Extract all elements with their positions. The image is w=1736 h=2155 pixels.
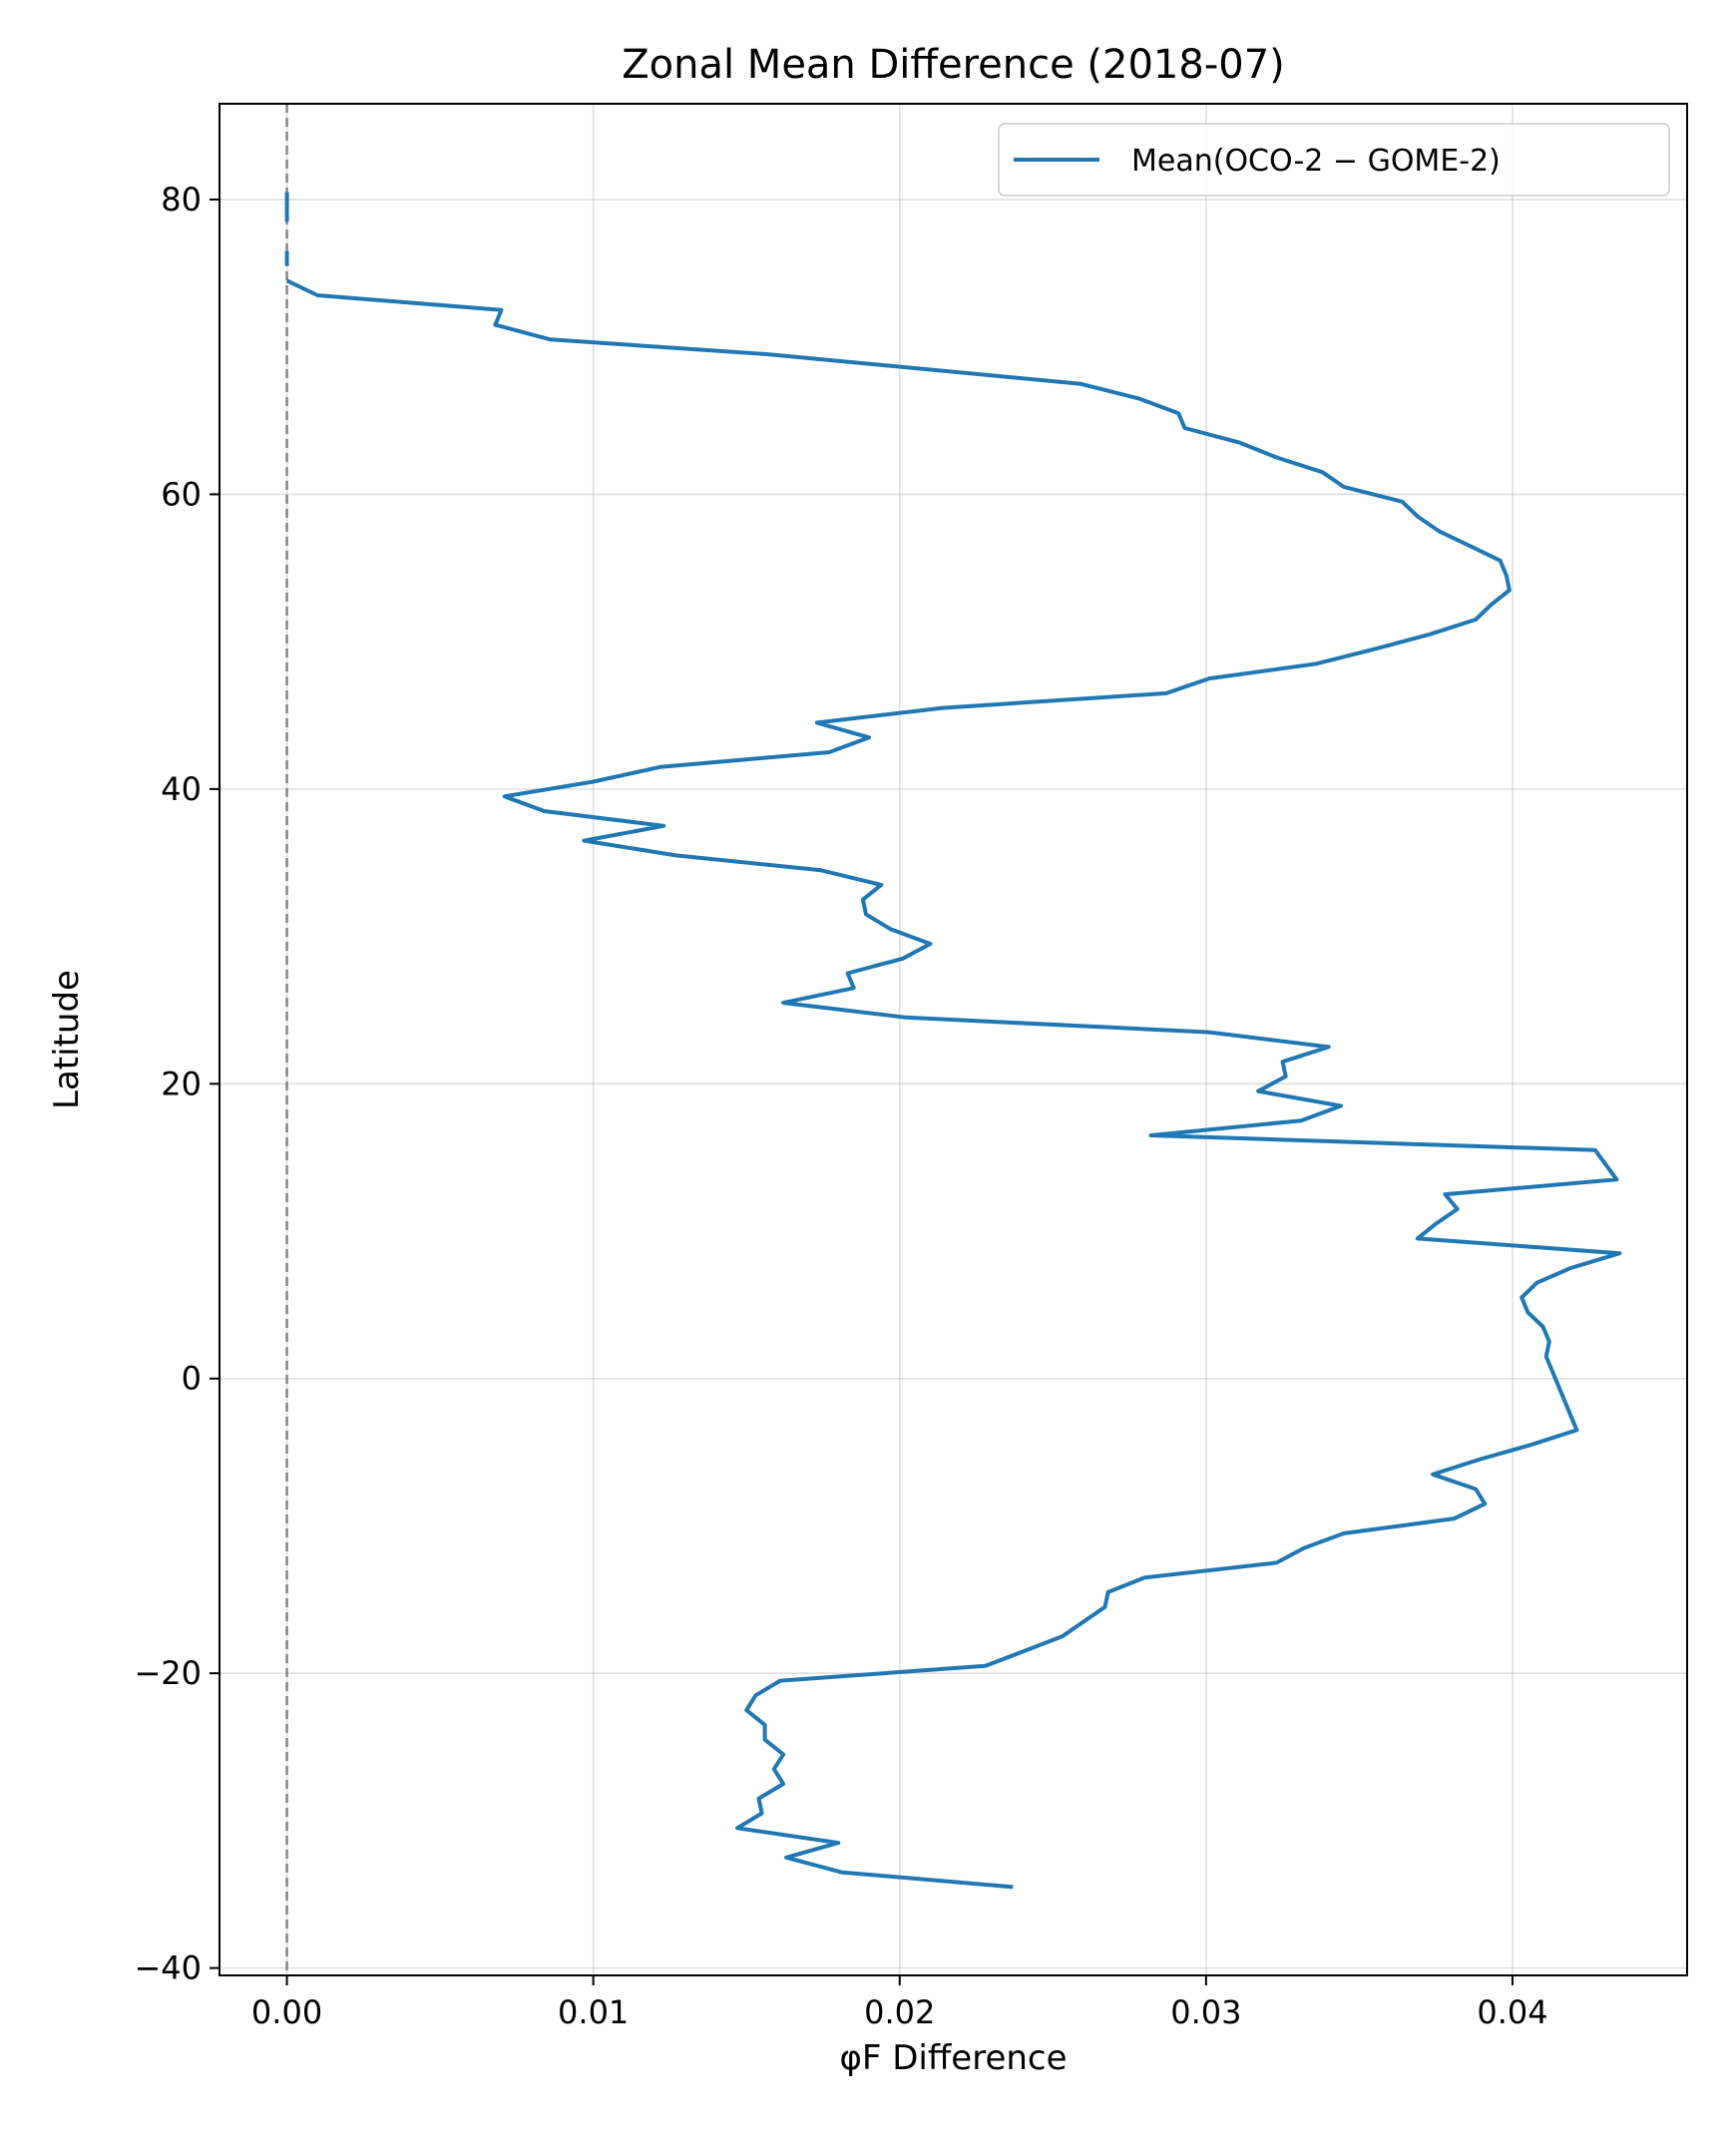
plot-area-frame — [218, 103, 1688, 1976]
x-tick-label: 0.03 — [1170, 1993, 1241, 2031]
legend: Mean(OCO-2 − GOME-2) — [998, 123, 1670, 197]
chart-title: Zonal Mean Difference (2018-07) — [622, 42, 1285, 88]
x-axis-label: φF Difference — [839, 2038, 1067, 2078]
y-tick-label: 0 — [182, 1360, 202, 1398]
x-tick-label: 0.04 — [1477, 1993, 1547, 2031]
y-axis-label: Latitude — [47, 970, 87, 1109]
y-tick-label: −20 — [134, 1654, 202, 1692]
x-tick-label: 0.01 — [558, 1993, 629, 2031]
series-line — [285, 278, 1622, 1890]
x-tick-label: 0.02 — [864, 1993, 935, 2031]
y-tick-label: 80 — [161, 181, 202, 218]
y-tick-label: 40 — [161, 770, 202, 808]
data-series-layer — [284, 192, 1622, 1890]
y-tick-label: −40 — [134, 1949, 202, 1987]
y-tick-label: 60 — [161, 475, 202, 513]
y-tick-label: 20 — [161, 1065, 202, 1102]
legend-label: Mean(OCO-2 − GOME-2) — [1131, 144, 1501, 179]
grid-lines — [219, 104, 1687, 1975]
axis-ticks: 0.00 0.01 0.02 0.03 0.04 −40 −20 0 20 40 60 80 — [134, 181, 1547, 2031]
x-tick-label: 0.00 — [251, 1993, 322, 2031]
legend-box — [998, 123, 1670, 197]
